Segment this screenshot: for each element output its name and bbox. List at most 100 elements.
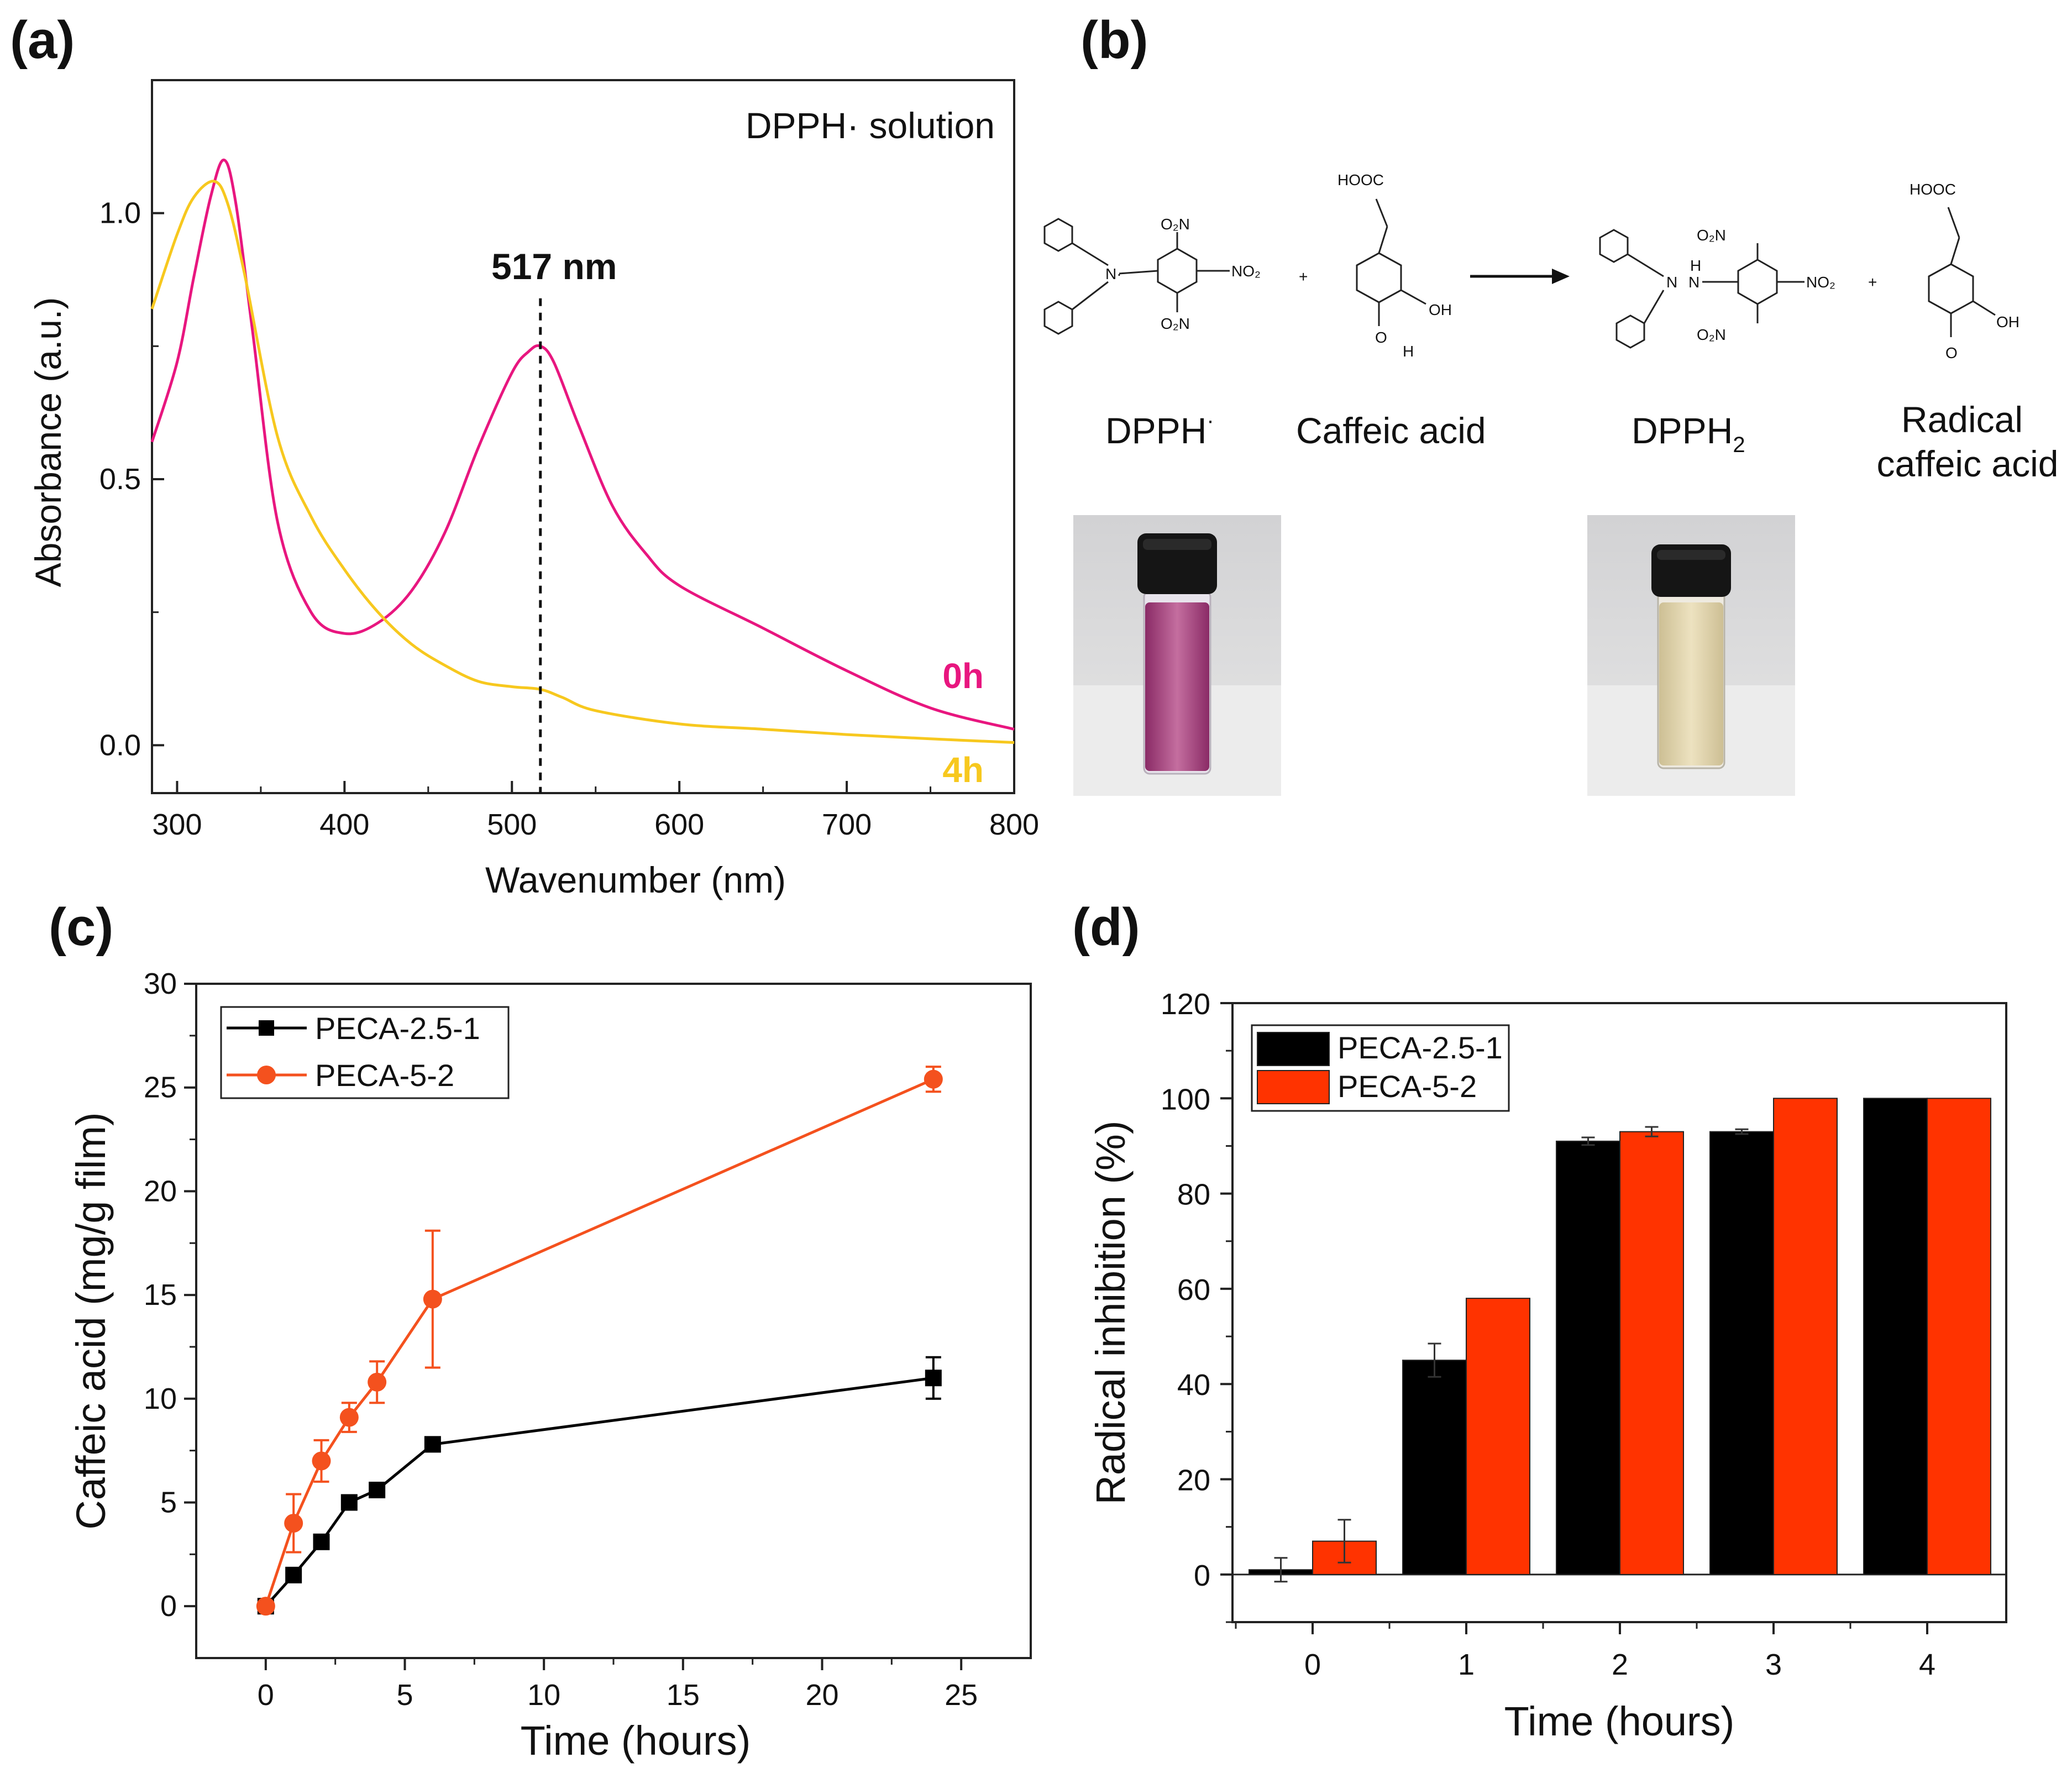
dpph-radical-structure (1043, 218, 1230, 335)
y-tick-label: 15 (144, 1278, 177, 1312)
label-caffeic-acid: Caffeic acid (1296, 410, 1486, 451)
data-point-PECA-2.5-1 (313, 1533, 330, 1550)
data-point-PECA-5-2 (284, 1514, 303, 1533)
chart-a-frame (151, 79, 1015, 794)
y-tick-label: 100 (1161, 1083, 1210, 1116)
data-point-PECA-5-2 (423, 1289, 442, 1309)
reaction-scheme: N· O₂N O₂N NO₂ + HOOC OH O H (1043, 171, 2059, 796)
caffeic-hooc: HOOC (1337, 171, 1384, 188)
caffeic-oh: OH (1429, 301, 1452, 318)
data-point-PECA-2.5-1 (369, 1481, 386, 1498)
dpph-n-atom: N· (1105, 265, 1122, 282)
y-tick-label: 20 (1177, 1464, 1210, 1497)
x-tick-label: 3 (1765, 1648, 1782, 1681)
chart-c-ylabel: Caffeic acid (mg/g film) (68, 1112, 114, 1529)
dpph2-structure (1599, 229, 1805, 349)
bar-PECA-5-2-2 (1619, 1131, 1684, 1575)
x-tick-label: 2 (1612, 1648, 1628, 1681)
x-tick-label: 400 (319, 808, 369, 841)
bar-PECA-5-2-4 (1927, 1098, 1991, 1575)
plus-sign-2: + (1868, 274, 1877, 291)
dpph2-h-atom: H (1690, 257, 1701, 274)
legend-swatch-peca-2-5-1 (1257, 1032, 1330, 1066)
panel-label-b: (b) (1080, 11, 1148, 70)
chart-c-series (256, 1066, 943, 1616)
bar-PECA-2.5-1-2 (1556, 1140, 1620, 1575)
y-tick-label: 20 (144, 1174, 177, 1208)
chart-d-ylabel: Radical inhibition (%) (1088, 1120, 1134, 1504)
data-point-PECA-5-2 (256, 1597, 275, 1616)
y-tick-label: 0 (160, 1590, 177, 1623)
caffeic-acid-structure (1356, 198, 1426, 326)
dpph2-nh-atom: N (1688, 274, 1699, 291)
y-tick-label: 25 (144, 1071, 177, 1104)
dpph2-no2: NO₂ (1806, 274, 1835, 291)
bar-PECA-2.5-1-4 (1863, 1098, 1928, 1575)
legend-marker-peca-2-5-1 (259, 1020, 274, 1036)
y-tick-label: 0 (1194, 1559, 1210, 1592)
y-tick-label: 30 (144, 967, 177, 1000)
y-tick-label: 80 (1177, 1178, 1210, 1211)
x-tick-label: 800 (989, 808, 1039, 841)
data-point-PECA-2.5-1 (424, 1436, 441, 1453)
x-tick-label: 10 (527, 1678, 560, 1712)
bar-PECA-2.5-1-3 (1709, 1131, 1774, 1575)
series-line-PECA-5-2 (264, 1078, 934, 1607)
vial-photo-purple (1073, 515, 1281, 796)
chart-c-axes: 0 5 10 15 20 25 0 5 10 15 20 25 30 (144, 967, 978, 1712)
radical-hooc: HOOC (1910, 181, 1956, 198)
panel-label-c: (c) (49, 898, 113, 957)
x-tick-label: 5 (396, 1678, 413, 1712)
legend-label-peca-2-5-1: PECA-2.5-1 (315, 1011, 480, 1046)
legend-label-peca-5-2: PECA-5-2 (315, 1058, 454, 1093)
x-tick-label: 500 (487, 808, 537, 841)
plus-sign-1: + (1299, 268, 1308, 285)
chart-d-xlabel: Time (hours) (1504, 1698, 1735, 1744)
legend-swatch-peca-5-2 (1257, 1070, 1330, 1104)
series-line-4h (150, 180, 1015, 744)
data-point-PECA-5-2 (368, 1372, 387, 1392)
y-tick-label: 0.0 (99, 728, 141, 762)
chart-a-annotation: DPPH· solution (746, 105, 995, 146)
panel-label-a: (a) (10, 11, 75, 70)
x-tick-label: 20 (805, 1678, 838, 1712)
chart-d-legend: PECA-2.5-1 PECA-5-2 (1251, 1024, 1510, 1112)
radical-o: O (1945, 344, 1958, 361)
reaction-arrow-head (1552, 269, 1570, 284)
legend-label-d-peca-5-2: PECA-5-2 (1337, 1069, 1477, 1104)
dpph2-n-atom: N (1666, 274, 1677, 291)
data-point-PECA-2.5-1 (925, 1370, 942, 1387)
bar-PECA-2.5-1-1 (1402, 1360, 1467, 1575)
chart-a: 300 400 500 600 700 800 0.0 0.5 1.0 517 nm DPPH·… (28, 79, 1039, 900)
chart-a-xlabel: Wavenumber (nm) (485, 859, 786, 900)
series-line-0h (150, 158, 1015, 731)
chart-c-xlabel: Time (hours) (521, 1718, 751, 1764)
dpph-no2: NO₂ (1231, 263, 1261, 280)
y-tick-label: 5 (160, 1486, 177, 1519)
data-point-PECA-5-2 (924, 1069, 943, 1089)
x-tick-label: 1 (1458, 1648, 1475, 1681)
chart-c: 0 5 10 15 20 25 0 5 10 15 20 25 30 PECA-2.5-1 PECA-5… (68, 967, 1032, 1764)
y-tick-label: 120 (1161, 988, 1210, 1021)
caffeic-o: O (1375, 329, 1387, 346)
series-line-PECA-2.5-1 (264, 1376, 934, 1607)
caffeic-h: H (1403, 343, 1414, 360)
y-tick-label: 0.5 (99, 463, 141, 496)
data-point-PECA-5-2 (339, 1408, 359, 1427)
dpph2-o2n-top: O₂N (1697, 227, 1726, 244)
label-dpph2: DPPH2 (1632, 410, 1745, 457)
label-radical: Radical (1901, 399, 2023, 440)
chart-a-series (150, 158, 1015, 744)
x-tick-label: 300 (152, 808, 202, 841)
y-tick-label: 10 (144, 1382, 177, 1415)
vial-photo-yellow (1587, 515, 1795, 796)
x-tick-label: 0 (1304, 1648, 1321, 1681)
data-point-PECA-2.5-1 (285, 1566, 302, 1583)
x-tick-label: 0 (258, 1678, 274, 1712)
x-tick-label: 15 (667, 1678, 700, 1712)
legend-label-d-peca-2-5-1: PECA-2.5-1 (1337, 1030, 1503, 1065)
y-tick-label: 1.0 (99, 197, 141, 230)
chart-a-axes: 300 400 500 600 700 800 0.0 0.5 1.0 (99, 197, 1039, 841)
dpph-o2n-top: O₂N (1161, 216, 1190, 233)
label-caffeic-acid-radical: caffeic acid (1877, 443, 2059, 484)
